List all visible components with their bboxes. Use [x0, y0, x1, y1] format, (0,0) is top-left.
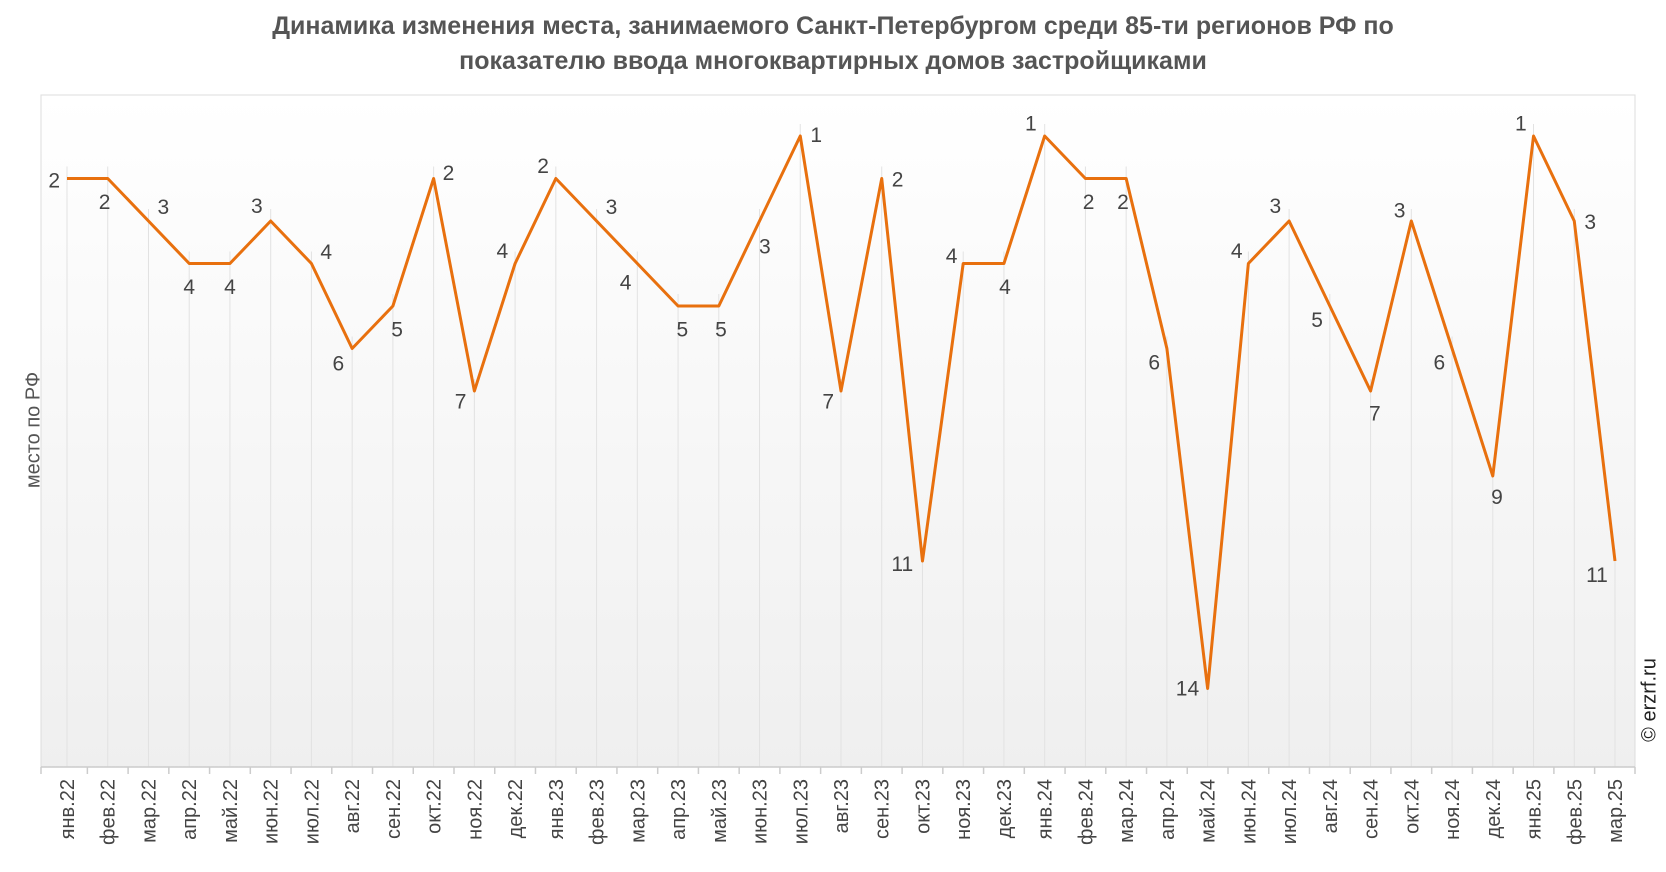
x-tick-label: ноя.24: [1442, 779, 1464, 840]
x-tick-label: ноя.23: [953, 779, 975, 840]
data-label: 7: [455, 391, 467, 414]
data-label: 3: [157, 196, 169, 219]
x-tick-label: фев.22: [98, 779, 120, 845]
data-label: 2: [99, 191, 111, 214]
data-label: 2: [892, 169, 904, 192]
data-label: 7: [1369, 402, 1381, 425]
x-tick-label: мар.24: [1116, 779, 1138, 843]
data-label: 11: [891, 553, 913, 576]
data-label: 3: [1584, 211, 1596, 234]
x-tick-label: июн.24: [1238, 779, 1260, 844]
data-label: 11: [1586, 564, 1608, 587]
x-tick-label: май.22: [220, 779, 242, 843]
series-line: [67, 134, 1617, 690]
x-tick-label: янв.22: [57, 779, 79, 839]
x-tick-label: сен.23: [872, 779, 894, 839]
x-tick-label: апр.23: [668, 779, 690, 840]
x-tick-label: фев.25: [1564, 779, 1586, 845]
x-tick-label: сен.22: [383, 779, 405, 839]
x-tick-label: июн.22: [261, 779, 283, 844]
data-label: 14: [1176, 678, 1200, 701]
x-tick-label: авг.24: [1320, 779, 1342, 833]
data-label: 4: [320, 241, 332, 264]
x-tick-label: окт.23: [912, 779, 934, 834]
data-label: 2: [1117, 191, 1129, 214]
x-tick-label: июл.22: [301, 779, 323, 844]
x-tick-label: июл.23: [790, 779, 812, 844]
x-tick-label: мар.23: [627, 779, 649, 843]
data-label: 4: [620, 272, 632, 295]
x-tick-label: авг.22: [342, 779, 364, 833]
data-label: 4: [224, 276, 236, 299]
x-tick-label: сен.24: [1361, 779, 1383, 839]
data-label: 2: [1083, 191, 1095, 214]
data-label: 4: [183, 276, 195, 299]
x-tick-label: ноя.22: [464, 779, 486, 840]
x-tick-label: май.24: [1198, 779, 1220, 843]
data-label: 3: [759, 235, 771, 258]
data-label: 4: [497, 240, 509, 263]
x-tick-label: апр.22: [179, 779, 201, 840]
x-tick-label: май.23: [709, 779, 731, 843]
data-label: 3: [1394, 199, 1406, 222]
x-tick-label: июл.24: [1279, 779, 1301, 844]
data-label: 5: [715, 318, 727, 341]
data-label: 6: [333, 352, 345, 375]
chart-title-line1: Динамика изменения места, занимаемого Са…: [272, 12, 1394, 40]
x-tick-label: янв.25: [1524, 779, 1546, 839]
x-tick-label: дек.22: [505, 779, 527, 838]
x-tick-label: окт.22: [424, 779, 446, 834]
x-tick-label: мар.22: [138, 779, 160, 843]
data-label: 1: [1025, 112, 1037, 135]
x-tick-label: фев.23: [587, 779, 609, 845]
data-label: 4: [946, 245, 958, 268]
data-label: 1: [1515, 112, 1527, 135]
data-label: 5: [1311, 309, 1323, 332]
data-label: 6: [1148, 351, 1160, 374]
x-tick-label: авг.23: [831, 779, 853, 833]
data-label: 9: [1491, 486, 1503, 509]
data-label: 4: [1231, 240, 1243, 263]
data-label: 5: [676, 318, 688, 341]
x-tick-label: дек.24: [1483, 779, 1505, 838]
x-tick-label: янв.24: [1035, 779, 1057, 839]
x-tick-label: мар.25: [1605, 779, 1627, 843]
data-label: 5: [391, 318, 403, 341]
data-label: 3: [251, 195, 263, 218]
data-label: 3: [1269, 195, 1281, 218]
chart-title-line2: показателю ввода многоквартирных домов з…: [459, 47, 1207, 75]
data-label: 7: [822, 391, 834, 414]
data-label: 2: [443, 162, 455, 185]
data-label: 1: [810, 124, 822, 147]
x-tick-label: июн.23: [750, 779, 772, 844]
data-label: 2: [537, 155, 549, 178]
x-tick-label: фев.24: [1075, 779, 1097, 845]
data-label: 3: [606, 196, 618, 219]
data-label: 6: [1433, 351, 1445, 374]
x-tick-label: янв.23: [546, 779, 568, 839]
plot-area: [40, 94, 1636, 768]
data-label: 2: [48, 170, 60, 193]
x-tick-label: дек.23: [994, 779, 1016, 838]
x-tick-label: апр.24: [1157, 779, 1179, 840]
x-tick-label: окт.24: [1401, 779, 1423, 834]
data-label: 4: [999, 276, 1011, 299]
